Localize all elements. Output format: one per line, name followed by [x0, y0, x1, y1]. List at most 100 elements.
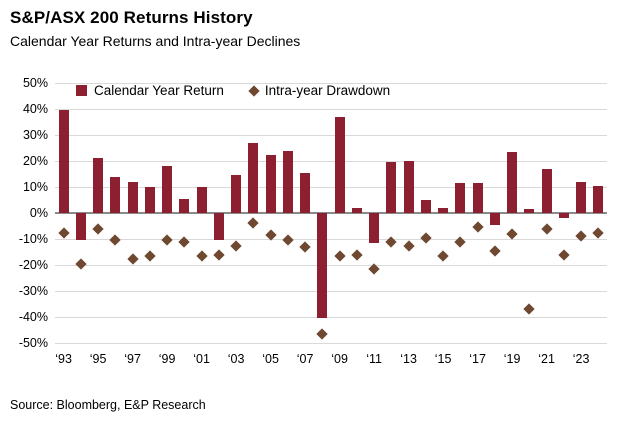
x-axis-label-2005: ‘05	[262, 352, 279, 366]
gridline--40	[55, 316, 607, 318]
return-bar-2004	[248, 142, 259, 213]
drawdown-marker-2018	[489, 245, 501, 257]
gridline-40	[55, 108, 607, 110]
source-note: Source: Bloomberg, E&P Research	[10, 398, 206, 412]
x-axis-label-2003: ‘03	[227, 352, 245, 366]
return-bar-2021	[541, 168, 552, 213]
return-bar-2022	[558, 213, 569, 219]
return-bar-2013	[403, 161, 414, 213]
y-axis-label-40: 40%	[22, 102, 48, 116]
x-axis-label-2011: ‘11	[366, 352, 382, 366]
return-bar-2019	[507, 151, 518, 213]
gridline-10	[55, 186, 607, 188]
return-bar-2008	[317, 213, 328, 319]
drawdown-marker-2008	[316, 328, 329, 340]
return-bar-2001	[196, 187, 207, 213]
drawdown-marker-2004	[247, 217, 260, 230]
page-subtitle: Calendar Year Returns and Intra-year Dec…	[10, 33, 301, 49]
drawdown-marker-2017	[471, 221, 484, 233]
return-bar-2000	[179, 198, 190, 213]
y-axis-label--50: -50%	[18, 336, 48, 350]
drawdown-marker-2006	[282, 234, 294, 246]
drawdown-marker-1993	[57, 226, 70, 239]
y-axis-label-50: 50%	[22, 76, 48, 90]
drawdown-marker-2014	[420, 232, 432, 244]
legend-item-calendar-year-return: Calendar Year Return	[76, 83, 224, 98]
return-bar-1996	[110, 176, 121, 213]
return-bar-2003	[231, 175, 242, 213]
x-axis-label-2021: ‘21	[538, 352, 555, 366]
return-bar-1993	[58, 110, 69, 213]
y-axis-label--30: -30%	[18, 284, 48, 298]
gridline-50	[55, 82, 607, 84]
drawdown-marker-2022	[558, 248, 570, 261]
x-axis-label-1993: ‘93	[55, 352, 72, 366]
drawdown-marker-2009	[333, 250, 346, 262]
drawdown-marker-2002	[213, 248, 225, 261]
return-bar-2017	[472, 183, 483, 213]
return-bar-2010	[351, 207, 362, 213]
legend-label: Intra-year Drawdown	[264, 83, 391, 98]
x-axis-label-2013: ‘13	[400, 352, 417, 366]
x-axis-label-1995: ‘95	[89, 352, 107, 366]
x-axis-label-2023: ‘23	[572, 352, 590, 366]
legend-label: Calendar Year Return	[94, 83, 224, 98]
x-axis-label-2017: ‘17	[469, 352, 486, 366]
return-bar-1998	[144, 187, 155, 213]
bar-series-marker-icon	[76, 85, 87, 96]
drawdown-marker-2003	[230, 239, 242, 252]
x-axis-label-2015: ‘15	[434, 352, 452, 366]
drawdown-marker-2023	[575, 230, 587, 243]
page-title: S&P/ASX 200 Returns History	[10, 8, 253, 27]
y-axis-label-10: 10%	[22, 180, 48, 194]
y-axis-label-0: 0%	[29, 206, 48, 220]
drawdown-marker-2024	[592, 226, 605, 239]
return-bar-2016	[455, 183, 466, 213]
drawdown-marker-2010	[351, 248, 363, 261]
return-bar-2002	[213, 213, 224, 241]
drawdown-marker-1996	[109, 234, 122, 246]
diamond-series-marker-icon	[248, 84, 260, 97]
x-axis-label-2007: ‘07	[296, 352, 314, 366]
return-bar-2009	[334, 116, 345, 213]
drawdown-marker-1994	[75, 258, 87, 270]
return-bar-2018	[489, 213, 500, 225]
gridline--50	[55, 342, 607, 344]
x-axis-label-2019: ‘19	[503, 352, 521, 366]
x-axis-label-2009: ‘09	[331, 352, 348, 366]
zero-axis-line	[55, 212, 607, 214]
gridline--10	[55, 238, 607, 240]
return-bar-2012	[386, 162, 397, 213]
drawdown-marker-2001	[195, 250, 208, 262]
return-bar-2011	[369, 213, 380, 243]
return-bar-1999	[162, 166, 173, 213]
gridline-20	[55, 160, 607, 162]
return-bar-2023	[576, 181, 587, 213]
return-bar-2005	[265, 154, 276, 213]
y-axis-label-30: 30%	[22, 128, 48, 142]
drawdown-marker-2021	[540, 222, 553, 235]
y-axis-label--20: -20%	[18, 258, 48, 272]
gridline--30	[55, 290, 607, 292]
gridline--20	[55, 264, 607, 266]
return-bar-2024	[593, 185, 604, 213]
drawdown-marker-2007	[299, 241, 311, 253]
gridline-30	[55, 134, 607, 136]
x-axis-label-1997: ‘97	[124, 352, 141, 366]
return-bar-2020	[524, 209, 535, 213]
drawdown-marker-2015	[437, 250, 449, 262]
chart-legend: Calendar Year Return Intra-year Drawdown	[76, 83, 390, 98]
return-bar-1995	[93, 158, 104, 213]
return-bar-2015	[438, 207, 449, 213]
y-axis-label--40: -40%	[18, 310, 48, 324]
x-axis-label-2001: ‘01	[193, 352, 210, 366]
drawdown-marker-2013	[402, 239, 415, 252]
return-bar-2006	[282, 150, 293, 213]
drawdown-marker-1999	[161, 234, 173, 246]
return-bar-2014	[420, 200, 431, 213]
drawdown-marker-1998	[144, 250, 156, 262]
return-bar-1994	[75, 213, 86, 241]
drawdown-marker-1995	[92, 222, 104, 235]
